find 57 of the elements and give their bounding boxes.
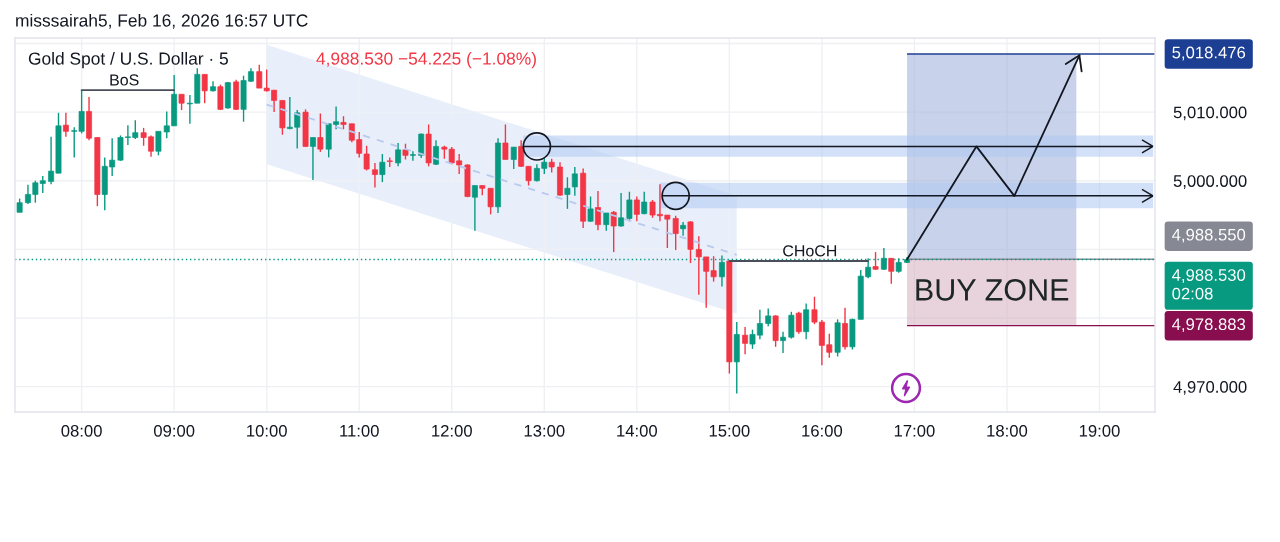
text: 4,988.530 −54.225 (−1.08%) [316, 51, 536, 69]
candlestick [379, 153, 386, 183]
candlestick [372, 162, 378, 189]
candlestick [564, 176, 571, 210]
candlestick [317, 112, 324, 153]
candlestick [201, 73, 208, 104]
candlestick [788, 311, 795, 340]
candlestick [502, 123, 509, 161]
x-tick-label: 11:00 [340, 424, 379, 437]
ref-line-label: 4,988.550 [1172, 228, 1246, 243]
candlestick [742, 326, 749, 356]
candlestick [587, 195, 594, 223]
candlestick [626, 191, 633, 222]
ref-line-label: 4,988.530 02:08 [1172, 269, 1246, 300]
candlestick [888, 257, 895, 285]
candlestick [418, 132, 425, 159]
candlestick [680, 221, 687, 237]
text: misssairah5, Feb 16, 2026 16:57 UTC [16, 13, 308, 29]
annotation: CHoCH [783, 245, 837, 257]
candlestick [880, 247, 887, 271]
x-tick-label: 09:00 [153, 424, 195, 437]
candlestick [409, 150, 416, 162]
x-tick-label: 13:00 [524, 424, 565, 437]
candlestick [795, 311, 802, 335]
candlestick [217, 83, 224, 111]
x-tick-label: 16:00 [802, 424, 843, 437]
candlestick [155, 130, 162, 157]
candlestick [633, 195, 640, 222]
annotation: BUY ZONE [916, 279, 1069, 301]
x-tick-label: 14:00 [617, 424, 658, 437]
candlestick [571, 166, 578, 197]
candlestick [610, 210, 617, 253]
y-tick-label: 5,010.000 [1173, 106, 1247, 121]
candlestick [62, 112, 69, 138]
candlestick [595, 190, 601, 231]
candlestick [510, 146, 517, 170]
annotation: BoS [110, 74, 139, 86]
y-tick-label: 5,000.000 [1173, 175, 1247, 189]
x-tick-label: 18:00 [987, 424, 1028, 437]
candlestick [395, 142, 402, 168]
x-tick-label: 19:00 [1079, 424, 1120, 437]
ref-line-label: 5,018.476 [1172, 46, 1246, 61]
candlestick [310, 136, 316, 181]
candlestick [471, 184, 478, 232]
text: Gold Spot / U.S. Dollar · 5 [28, 51, 228, 69]
x-tick-label: 10:00 [247, 424, 287, 437]
x-tick-label: 08:00 [61, 424, 102, 437]
y-tick-label: 4,970.000 [1173, 381, 1247, 395]
candlestick [842, 306, 848, 351]
x-tick-label: 17:00 [894, 424, 935, 437]
x-tick-label: 12:00 [432, 424, 472, 437]
candlestick [433, 139, 439, 166]
candlestick [618, 192, 625, 228]
candlestick [803, 302, 810, 340]
ref-line-label: 4,978.883 [1172, 318, 1246, 333]
candlestick [780, 331, 786, 354]
x-tick-label: 15:00 [709, 424, 750, 437]
